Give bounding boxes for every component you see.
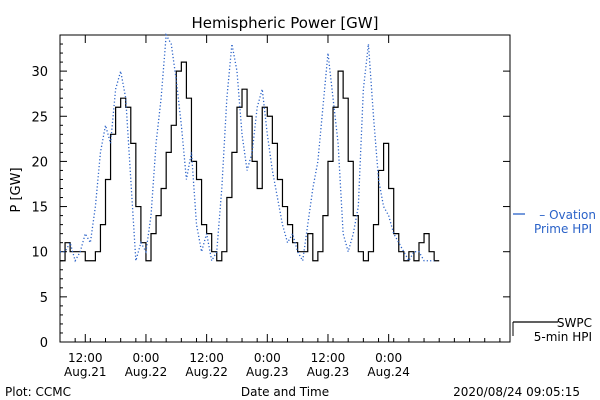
- x-tick-label-time: 12:00: [189, 351, 224, 365]
- plot-area: 05101520253012:00Aug.210:00Aug.2212:00Au…: [31, 32, 511, 379]
- y-axis-label: P [GW]: [9, 167, 24, 212]
- series-line-ovation: [60, 32, 435, 263]
- timestamp: 2020/08/24 09:05:15: [453, 385, 580, 399]
- y-tick-label: 30: [31, 65, 48, 80]
- y-tick-label: 5: [40, 291, 48, 306]
- x-axis-label: Date and Time: [241, 385, 329, 399]
- legend-label-swpc-1: SWPC: [557, 316, 592, 330]
- y-tick-label: 25: [31, 110, 48, 125]
- x-tick-label-date: Aug.22: [125, 365, 168, 379]
- y-tick-label: 20: [31, 155, 48, 170]
- x-tick-label-time: 0:00: [375, 351, 402, 365]
- x-tick-label-time: 12:00: [68, 351, 103, 365]
- series-line-swpc: [60, 61, 440, 262]
- plot-frame: [59, 34, 511, 343]
- legend-label-ovation-2: Prime HPI: [534, 222, 592, 236]
- plot-credit: Plot: CCMC: [5, 385, 71, 399]
- chart-title: Hemispheric Power [GW]: [192, 14, 379, 32]
- legend-label-ovation-1: – Ovation: [539, 208, 596, 222]
- y-tick-label: 15: [31, 201, 48, 216]
- x-tick-label-date: Aug.22: [185, 365, 228, 379]
- x-tick-label-date: Aug.23: [246, 365, 289, 379]
- x-tick-label-time: 0:00: [254, 351, 281, 365]
- y-tick-label: 0: [40, 336, 48, 351]
- x-tick-label-date: Aug.23: [307, 365, 350, 379]
- x-tick-label-time: 0:00: [132, 351, 159, 365]
- x-tick-label-date: Aug.21: [64, 365, 107, 379]
- y-tick-label: 10: [31, 246, 48, 261]
- x-tick-label-time: 12:00: [311, 351, 346, 365]
- x-tick-label-date: Aug.24: [367, 365, 410, 379]
- legend-label-swpc-2: 5-min HPI: [534, 330, 592, 344]
